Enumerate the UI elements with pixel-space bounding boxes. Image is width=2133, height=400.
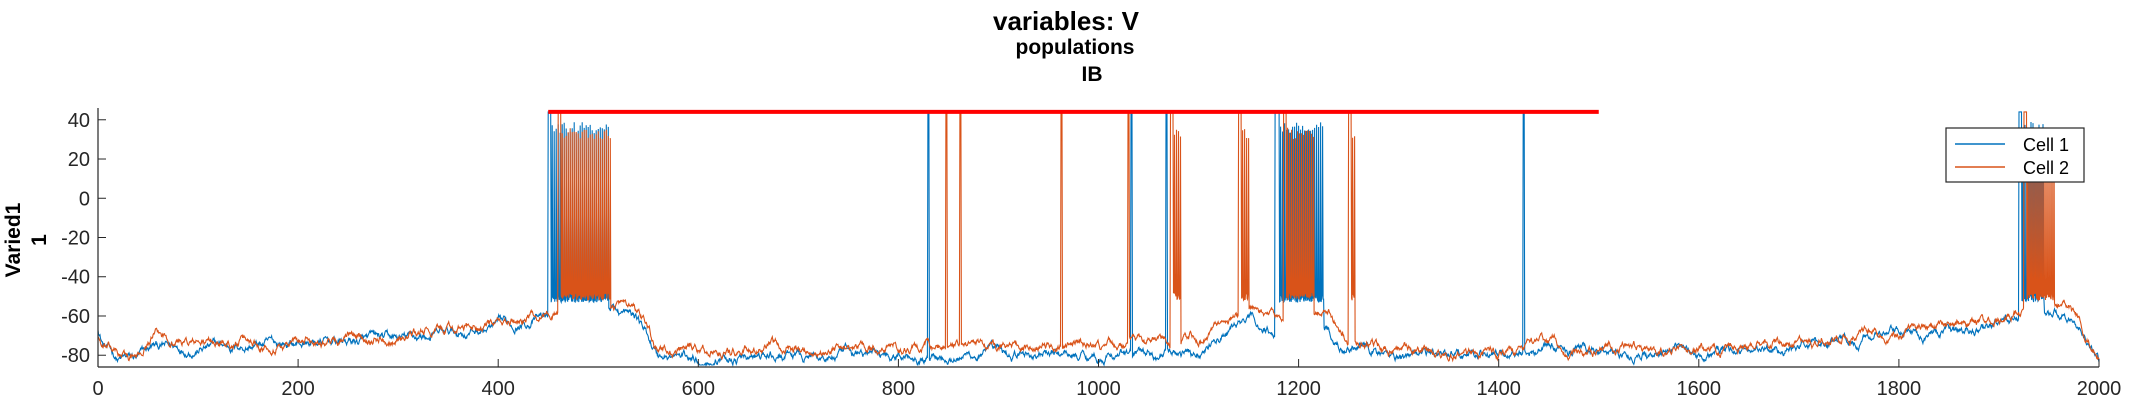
y-tick-label: -40 xyxy=(61,267,90,289)
series-line-cell-1 xyxy=(97,111,2100,368)
x-axis: 0 200 400 600 800 1000 1200 1400 1600 1800 2000 xyxy=(92,359,2121,400)
y-axis-label: Varied1 1 xyxy=(2,202,51,277)
y-tick-label: -60 xyxy=(61,306,90,328)
x-tick-label: 1400 xyxy=(1476,378,1521,400)
legend-box xyxy=(1945,127,2085,183)
y-tick-label: -80 xyxy=(61,345,90,367)
x-tick-label: 800 xyxy=(882,378,915,400)
x-tick-label: 1000 xyxy=(1076,378,1121,400)
y-tick-label: 0 xyxy=(79,188,90,210)
legend: Cell 1 Cell 2 xyxy=(1945,127,2085,183)
x-tick-label: 600 xyxy=(682,378,715,400)
y-tick-label: -20 xyxy=(61,228,90,250)
y-axis-label-line2: 1 xyxy=(28,234,51,246)
x-tick-label: 400 xyxy=(482,378,515,400)
legend-label-cell-2: Cell 2 xyxy=(2023,158,2069,178)
x-tick-label: 0 xyxy=(92,378,103,400)
legend-label-cell-1: Cell 1 xyxy=(2023,135,2069,155)
x-tick-label: 1600 xyxy=(1677,378,1722,400)
y-axis-label-line1: Varied1 xyxy=(2,202,25,277)
x-tick-label: 1200 xyxy=(1276,378,1321,400)
series-layer xyxy=(97,111,2100,368)
y-tick-label: 40 xyxy=(68,110,90,132)
series-line-cell-2 xyxy=(97,111,2100,363)
axes: 0 200 400 600 800 1000 1200 1400 1600 1800 2000 40… xyxy=(61,108,2121,400)
x-tick-label: 2000 xyxy=(2077,378,2122,400)
chart-title: variables: V xyxy=(993,6,1140,36)
plot-area: 0 200 400 600 800 1000 1200 1400 1600 1800 2000 40… xyxy=(61,108,2121,400)
x-tick-label: 1800 xyxy=(1877,378,1922,400)
chart-subtitle-line1: populations xyxy=(1016,36,1135,59)
x-tick-label: 200 xyxy=(281,378,314,400)
chart-subtitle-line2: IB xyxy=(1082,63,1103,86)
chart-titles: variables: V populations IB xyxy=(993,6,1140,86)
y-axis: 40 20 0 -20 -40 -60 -80 xyxy=(61,110,106,367)
y-tick-label: 20 xyxy=(68,149,90,171)
